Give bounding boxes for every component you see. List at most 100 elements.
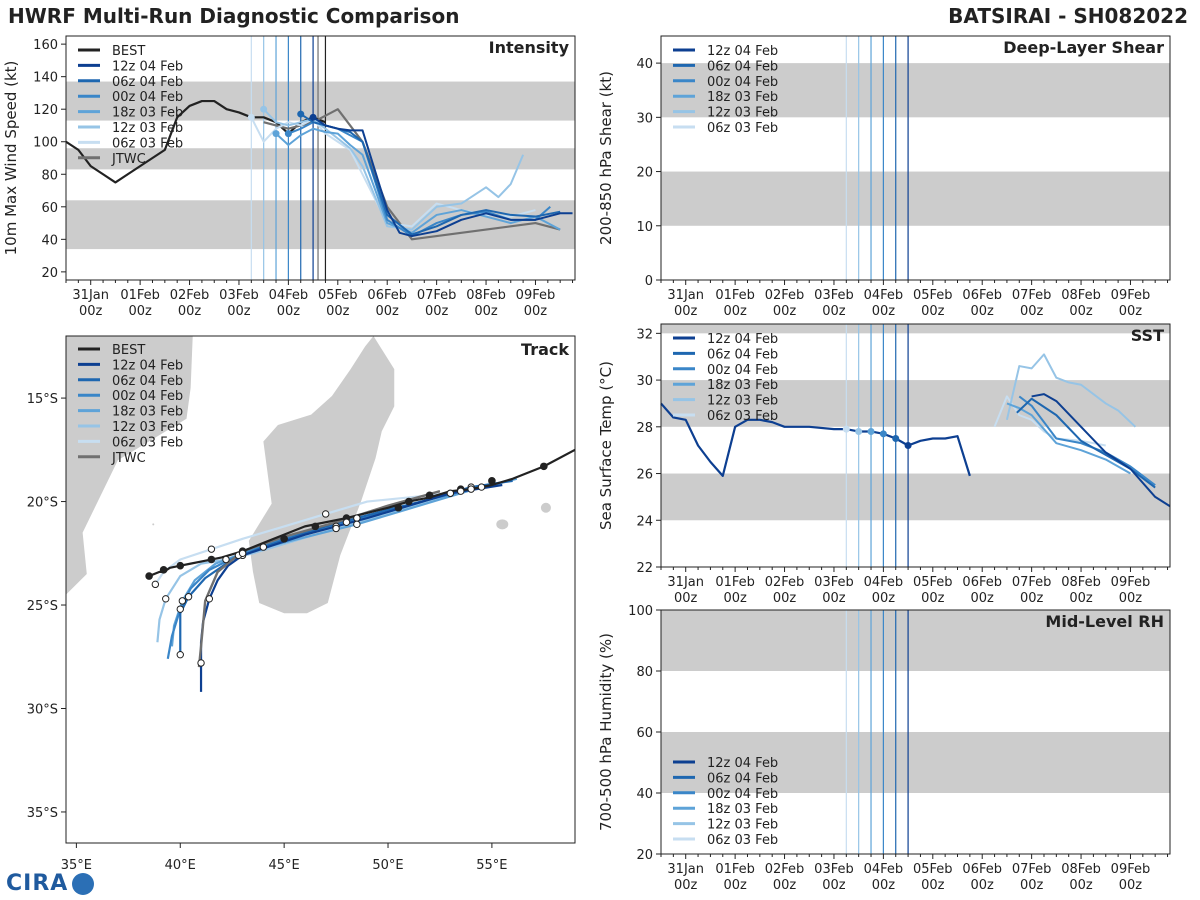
- legend-label: 12z 04 Feb: [707, 332, 778, 347]
- x-tick-label: 01Feb: [715, 862, 755, 877]
- sst-panel: [656, 323, 1171, 572]
- init-marker: [855, 427, 863, 435]
- y-tick-label: 10: [636, 220, 653, 235]
- x-tick-label: 00z: [822, 304, 846, 319]
- init-marker: [260, 105, 268, 113]
- x-tick-label: 00z: [723, 591, 747, 606]
- x-tick-label: 06Feb: [962, 288, 1002, 303]
- forecast-point: [184, 593, 193, 601]
- y-tick-label: 100: [33, 136, 58, 151]
- x-tick-label: 05Feb: [318, 288, 358, 303]
- best-track-point: [176, 561, 185, 570]
- x-tick-label: 00z: [674, 878, 698, 893]
- best-track-point: [394, 503, 403, 512]
- x-tick-label: 09Feb: [1111, 862, 1151, 877]
- panel-title: Mid-Level RH: [1045, 612, 1164, 631]
- x-tick-label: 00z: [277, 304, 301, 319]
- x-tick-label: 02Feb: [765, 575, 805, 590]
- legend-label: 00z 04 Feb: [707, 363, 778, 378]
- x-tick-label: 07Feb: [1012, 575, 1052, 590]
- y-tick-label: 20°S: [27, 496, 58, 511]
- init-marker: [272, 130, 280, 138]
- legend-label: 12z 04 Feb: [707, 44, 778, 59]
- x-tick-label: 03Feb: [814, 862, 854, 877]
- shear-panel: [656, 35, 1171, 285]
- x-tick-label: 00z: [376, 304, 400, 319]
- panel-frame: [65, 335, 576, 844]
- x-tick-label: 04Feb: [864, 288, 904, 303]
- x-tick-label: 03Feb: [814, 575, 854, 590]
- init-marker: [867, 427, 875, 435]
- forecast-point: [222, 555, 230, 564]
- run-line: [1031, 393, 1171, 508]
- y-tick-label: 40: [636, 787, 653, 802]
- forecast-point: [197, 659, 205, 667]
- x-tick-label: 31Jan: [667, 575, 704, 590]
- best-track-point: [425, 491, 434, 500]
- forecast-point: [207, 545, 216, 553]
- y-tick-label: 22: [636, 561, 653, 576]
- forecast-point: [446, 489, 455, 497]
- x-tick-label: 00z: [674, 591, 698, 606]
- forecast-point: [477, 483, 486, 491]
- init-marker: [842, 425, 850, 433]
- best-track-point: [145, 572, 153, 580]
- shade-band: [661, 324, 1170, 334]
- init-marker: [904, 442, 912, 449]
- forecast-point: [321, 510, 330, 518]
- x-tick-label: 50°E: [372, 858, 403, 873]
- shade-band: [66, 148, 575, 170]
- best-track-point: [540, 462, 548, 471]
- best-line: [660, 402, 971, 477]
- y-tick-label: 160: [33, 38, 58, 53]
- legend-label: 12z 03 Feb: [707, 394, 778, 409]
- x-tick-label: 01Feb: [715, 575, 755, 590]
- legend-label: 06z 03 Feb: [707, 409, 778, 424]
- legend-label: 06z 03 Feb: [707, 833, 778, 848]
- legend-label: JTWC: [111, 152, 146, 167]
- legend-label: 12z 04 Feb: [112, 59, 183, 74]
- y-tick-label: 0: [645, 274, 653, 289]
- x-tick-label: 00z: [921, 304, 945, 319]
- y-axis-label: 700-500 hPa Humidity (%): [597, 633, 615, 831]
- x-tick-label: 06Feb: [367, 288, 407, 303]
- y-tick-label: 100: [628, 604, 653, 619]
- y-tick-label: 20: [636, 166, 653, 181]
- x-tick-label: 00z: [674, 304, 698, 319]
- x-tick-label: 00z: [1020, 591, 1044, 606]
- x-tick-label: 01Feb: [715, 288, 755, 303]
- legend-label: 18z 03 Feb: [112, 405, 183, 420]
- init-marker: [879, 430, 887, 438]
- x-tick-label: 03Feb: [814, 288, 854, 303]
- x-tick-label: 08Feb: [466, 288, 506, 303]
- forecast-point: [332, 524, 340, 533]
- x-tick-label: 08Feb: [1061, 288, 1101, 303]
- madagascar-land: [248, 336, 395, 614]
- x-tick-label: 00z: [971, 878, 995, 893]
- x-tick-label: 06Feb: [962, 575, 1002, 590]
- y-tick-label: 40: [636, 57, 653, 72]
- legend-label: 00z 04 Feb: [707, 787, 778, 802]
- legend-label: 06z 04 Feb: [112, 374, 183, 389]
- x-tick-label: 04Feb: [269, 288, 309, 303]
- y-tick-label: 40: [41, 233, 58, 248]
- x-tick-label: 00z: [773, 304, 797, 319]
- x-tick-label: 00z: [524, 304, 548, 319]
- x-tick-label: 05Feb: [913, 575, 953, 590]
- y-tick-label: 80: [41, 168, 58, 183]
- y-tick-label: 30°S: [27, 702, 58, 717]
- y-axis-label: Sea Surface Temp (°C): [597, 361, 615, 530]
- x-tick-label: 00z: [921, 591, 945, 606]
- x-tick-label: 08Feb: [1061, 862, 1101, 877]
- init-marker: [297, 110, 305, 118]
- y-tick-label: 30: [636, 374, 653, 389]
- init-marker: [247, 113, 255, 121]
- x-tick-label: 00z: [822, 878, 846, 893]
- forecast-point: [238, 549, 247, 557]
- y-tick-label: 60: [41, 201, 58, 216]
- run-line: [1005, 353, 1137, 428]
- x-tick-label: 05Feb: [913, 862, 953, 877]
- x-tick-label: 55°E: [476, 858, 507, 873]
- legend-label: 06z 03 Feb: [707, 121, 778, 136]
